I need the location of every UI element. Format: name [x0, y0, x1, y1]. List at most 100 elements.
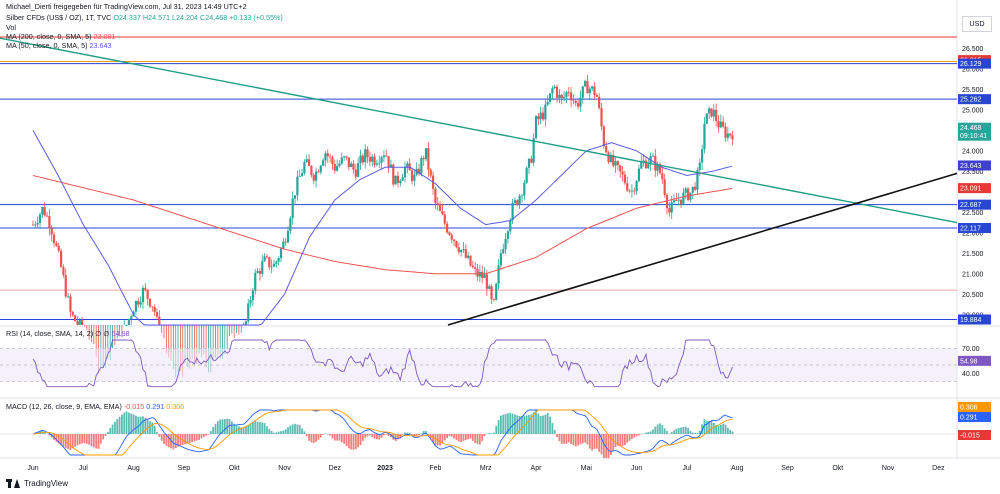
- rsi-legend[interactable]: RSI (14, close, SMA, 14, 2) ∅ ∅ 54.98: [6, 329, 130, 338]
- candle-body: [705, 113, 708, 124]
- candle-body: [293, 195, 297, 199]
- candle-body: [467, 255, 470, 258]
- rsi-tick: 70.00: [962, 346, 980, 353]
- candle-body: [263, 256, 266, 262]
- candle-body: [483, 274, 486, 278]
- price-tick: 23.500: [962, 169, 984, 176]
- time-tick: Mai: [581, 465, 593, 472]
- ma200-legend[interactable]: MA (200, close, 0, SMA, 5) 23.091: [6, 32, 115, 41]
- candle-body: [364, 149, 367, 163]
- rsi-band: [0, 348, 957, 382]
- candle-body: [520, 195, 524, 197]
- candle-body: [36, 223, 39, 225]
- candle-body: [635, 181, 638, 192]
- candle-body: [584, 80, 587, 87]
- candle-body: [548, 93, 552, 103]
- candle-body: [469, 255, 472, 266]
- candle-body: [78, 320, 81, 325]
- level-price-label: 19.884: [960, 317, 982, 324]
- time-tick: Okt: [832, 465, 843, 472]
- candle-body: [602, 126, 605, 147]
- tradingview-logo[interactable]: TradingView: [6, 479, 68, 488]
- symbol-line: Silber CFDs (US$ / OZ), 1T, TVC O24.337 …: [6, 13, 283, 22]
- candle-body: [693, 186, 697, 190]
- ma50-label: MA (50, close, 0, SMA, 5): [6, 41, 88, 50]
- candle-body: [244, 321, 247, 325]
- candle-body: [717, 120, 720, 128]
- price-tick: 22.500: [962, 210, 984, 217]
- candle-body: [359, 155, 362, 164]
- macd-legend[interactable]: MACD (12, 26, close, 9, EMA, EMA) -0.015…: [6, 402, 184, 411]
- candle-body: [394, 175, 397, 185]
- candle-body: [492, 299, 495, 300]
- symbol-name[interactable]: Silber CFDs (US$ / OZ), 1T, TVC: [6, 13, 112, 22]
- candle-body: [284, 241, 287, 243]
- price-tick: 26.000: [962, 66, 984, 73]
- macd-value-bg: [958, 402, 991, 412]
- candle-body: [553, 86, 556, 89]
- candle-body: [708, 108, 711, 114]
- uptrend-line: [447, 172, 958, 326]
- rsi-tick: 40.00: [962, 371, 980, 378]
- level-price-label: 22.687: [960, 202, 982, 209]
- candle-body: [420, 157, 423, 174]
- time-tick: Sep: [781, 465, 794, 472]
- publisher-line: Michael_Dierti freigegeben für TradingVi…: [6, 2, 247, 11]
- time-tick: Sep: [178, 465, 191, 472]
- candle-body: [153, 307, 156, 313]
- ma50-legend[interactable]: MA (50, close, 0, SMA, 5) 23.643: [6, 41, 111, 50]
- vol-label[interactable]: Vol: [6, 23, 16, 32]
- candle-body: [696, 170, 699, 190]
- candle-body: [399, 180, 402, 183]
- candle-body: [127, 318, 131, 325]
- candle-body: [139, 302, 142, 305]
- currency-button[interactable]: USD: [962, 16, 992, 32]
- candle-body: [134, 300, 138, 312]
- candle-body: [726, 133, 729, 138]
- candle-body: [148, 298, 152, 307]
- level-price-label-bg: [958, 223, 991, 234]
- macd-value-label: -0.015: [960, 433, 980, 440]
- candle-body: [701, 149, 704, 163]
- candle-body: [317, 171, 320, 173]
- candle-body: [628, 190, 631, 192]
- signal-line: [32, 409, 733, 456]
- current-price-label: 24.468: [960, 125, 982, 132]
- candle-body: [401, 177, 404, 181]
- candle-body: [310, 165, 313, 176]
- candle-body: [296, 176, 299, 196]
- candle-body: [389, 164, 393, 168]
- candle-body: [530, 158, 533, 163]
- candle-body: [34, 224, 37, 226]
- candle-body: [724, 126, 727, 138]
- candle-body: [710, 108, 713, 117]
- candle-body: [382, 155, 386, 158]
- time-tick: Mrz: [480, 465, 492, 472]
- candle-body: [490, 286, 493, 300]
- candle-body: [703, 123, 706, 150]
- candle-body: [396, 175, 400, 183]
- candle-body: [345, 156, 348, 158]
- candle-body: [619, 165, 622, 172]
- current-price-label-bg: [958, 122, 991, 141]
- candle-body: [333, 163, 336, 171]
- candle-body: [340, 157, 343, 164]
- macd-value-label: 0.306: [960, 405, 978, 412]
- candle-body: [577, 103, 580, 107]
- candle-body: [371, 156, 374, 162]
- time-tick: Aug: [127, 465, 140, 472]
- candle-body: [663, 179, 666, 195]
- time-tick: Aug: [731, 465, 744, 472]
- candle-body: [48, 216, 51, 229]
- ma50-price-label-bg: [958, 160, 991, 171]
- time-tick: Jun: [631, 465, 642, 472]
- candle-body: [443, 214, 446, 224]
- candle-body: [343, 156, 346, 158]
- candle-body: [350, 163, 353, 168]
- candle-body: [352, 163, 355, 170]
- candle-body: [324, 153, 327, 161]
- candle-body: [644, 160, 648, 169]
- candle-body: [630, 190, 634, 192]
- candle-body: [373, 156, 376, 165]
